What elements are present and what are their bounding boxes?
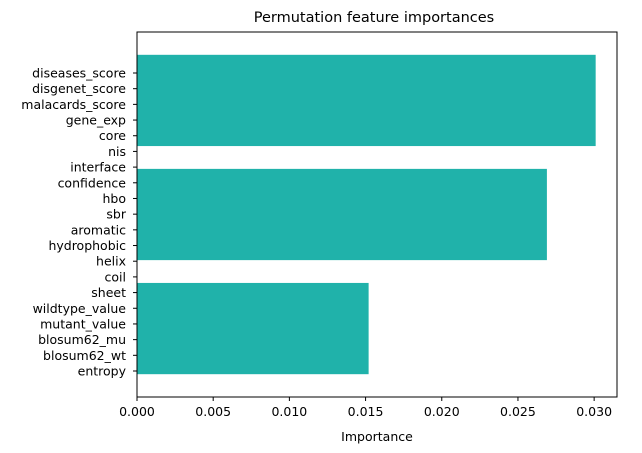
bar-1 (137, 54, 596, 147)
y-axis-ticks: diseases_scoredisgenet_scoremalacards_sc… (21, 66, 137, 379)
x-axis-ticks: 0.000 0.005 0.010 0.015 0.020 0.025 0.030 (119, 397, 612, 419)
y-tick-label: confidence (58, 175, 127, 190)
bars-group (137, 54, 596, 375)
x-tick-label: 0.025 (500, 404, 536, 419)
x-tick-label: 0.020 (424, 404, 460, 419)
y-tick-label: sheet (91, 285, 126, 300)
y-tick-label: malacards_score (21, 97, 126, 112)
y-tick-label: blosum62_mu (38, 332, 126, 347)
y-tick-label: hydrophobic (48, 238, 126, 253)
y-tick-label: blosum62_wt (43, 348, 126, 363)
y-tick-label: interface (70, 160, 126, 175)
y-tick-label: sbr (106, 207, 126, 222)
y-tick-label: coil (105, 269, 126, 284)
x-tick-label: 0.000 (119, 404, 155, 419)
y-tick-label: diseases_score (32, 66, 126, 81)
y-tick-label: mutant_value (40, 316, 126, 331)
x-tick-label: 0.030 (576, 404, 612, 419)
y-tick-label: nis (108, 144, 126, 159)
y-tick-label: helix (96, 254, 126, 269)
bar-3 (137, 282, 369, 375)
chart-title: Permutation feature importances (254, 10, 494, 26)
y-tick-label: disgenet_score (32, 81, 126, 96)
y-tick-label: wildtype_value (33, 301, 127, 316)
y-tick-label: core (99, 128, 126, 143)
y-tick-label: aromatic (71, 222, 126, 237)
x-tick-label: 0.015 (348, 404, 384, 419)
x-axis-label: Importance (341, 429, 413, 444)
y-tick-label: hbo (102, 191, 126, 206)
y-tick-label: entropy (78, 364, 127, 379)
x-tick-label: 0.010 (271, 404, 307, 419)
x-tick-label: 0.005 (195, 404, 231, 419)
y-tick-label: gene_exp (66, 113, 126, 128)
bar-2 (137, 168, 547, 261)
